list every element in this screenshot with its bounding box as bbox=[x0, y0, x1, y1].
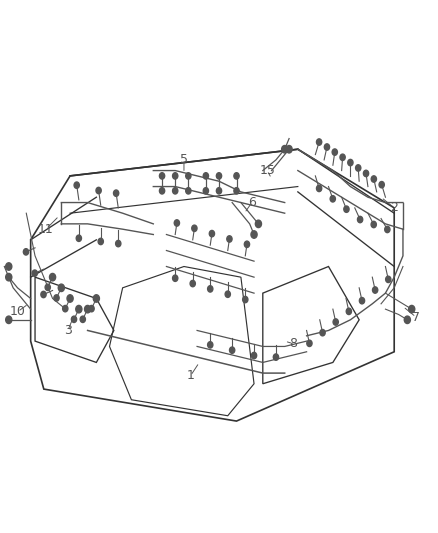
Circle shape bbox=[356, 165, 361, 171]
Circle shape bbox=[324, 144, 329, 150]
Circle shape bbox=[208, 342, 213, 348]
Circle shape bbox=[159, 173, 165, 179]
Circle shape bbox=[6, 273, 12, 281]
Circle shape bbox=[333, 319, 338, 325]
Circle shape bbox=[63, 305, 68, 312]
Circle shape bbox=[32, 270, 37, 277]
Circle shape bbox=[344, 206, 349, 212]
Circle shape bbox=[203, 188, 208, 194]
Circle shape bbox=[58, 284, 64, 292]
Circle shape bbox=[307, 340, 312, 346]
Circle shape bbox=[385, 226, 390, 232]
Circle shape bbox=[113, 190, 119, 196]
Circle shape bbox=[216, 173, 222, 179]
Circle shape bbox=[76, 305, 82, 313]
Circle shape bbox=[186, 188, 191, 194]
Circle shape bbox=[227, 236, 232, 242]
Circle shape bbox=[98, 238, 103, 245]
Circle shape bbox=[372, 287, 378, 293]
Circle shape bbox=[234, 173, 239, 179]
Circle shape bbox=[203, 173, 208, 179]
Text: 8: 8 bbox=[290, 337, 297, 350]
Circle shape bbox=[409, 305, 415, 313]
Circle shape bbox=[330, 196, 336, 202]
Circle shape bbox=[230, 347, 235, 353]
Circle shape bbox=[209, 230, 215, 237]
Circle shape bbox=[357, 216, 363, 223]
Circle shape bbox=[251, 352, 257, 359]
Circle shape bbox=[173, 173, 178, 179]
Circle shape bbox=[317, 139, 322, 146]
Circle shape bbox=[6, 263, 12, 270]
Circle shape bbox=[85, 305, 91, 313]
Circle shape bbox=[251, 231, 257, 238]
Circle shape bbox=[190, 280, 195, 287]
Circle shape bbox=[286, 146, 292, 153]
Circle shape bbox=[244, 241, 250, 247]
Circle shape bbox=[186, 173, 191, 179]
Circle shape bbox=[23, 249, 28, 255]
Circle shape bbox=[6, 316, 12, 324]
Circle shape bbox=[243, 296, 248, 303]
Circle shape bbox=[76, 235, 81, 241]
Circle shape bbox=[255, 220, 261, 228]
Circle shape bbox=[225, 291, 230, 297]
Circle shape bbox=[49, 273, 56, 281]
Circle shape bbox=[159, 188, 165, 194]
Circle shape bbox=[116, 240, 121, 247]
Text: 15: 15 bbox=[259, 164, 275, 177]
Circle shape bbox=[216, 188, 222, 194]
Circle shape bbox=[208, 286, 213, 292]
Circle shape bbox=[364, 170, 369, 176]
Circle shape bbox=[80, 316, 85, 322]
Text: 2: 2 bbox=[390, 201, 398, 214]
Circle shape bbox=[332, 149, 337, 155]
Circle shape bbox=[385, 276, 391, 282]
Text: 5: 5 bbox=[180, 154, 188, 166]
Circle shape bbox=[71, 316, 77, 322]
Circle shape bbox=[340, 154, 345, 160]
Circle shape bbox=[282, 146, 288, 153]
Circle shape bbox=[89, 305, 94, 312]
Circle shape bbox=[348, 159, 353, 166]
Circle shape bbox=[45, 284, 50, 290]
Circle shape bbox=[41, 292, 46, 298]
Circle shape bbox=[371, 176, 377, 182]
Circle shape bbox=[404, 316, 410, 324]
Circle shape bbox=[320, 329, 325, 336]
Text: 6: 6 bbox=[248, 196, 256, 209]
Circle shape bbox=[234, 188, 239, 194]
Circle shape bbox=[359, 297, 364, 304]
Circle shape bbox=[174, 220, 180, 226]
Circle shape bbox=[379, 182, 384, 188]
Circle shape bbox=[67, 295, 73, 302]
Circle shape bbox=[93, 295, 99, 302]
Circle shape bbox=[346, 308, 351, 314]
Text: 1: 1 bbox=[187, 369, 194, 382]
Text: 11: 11 bbox=[38, 223, 54, 236]
Text: 7: 7 bbox=[412, 311, 420, 324]
Circle shape bbox=[371, 221, 376, 228]
Text: 3: 3 bbox=[64, 324, 72, 337]
Circle shape bbox=[173, 188, 178, 194]
Circle shape bbox=[173, 275, 178, 281]
Circle shape bbox=[54, 295, 59, 301]
Circle shape bbox=[273, 354, 279, 360]
Text: 10: 10 bbox=[10, 305, 25, 318]
Circle shape bbox=[74, 182, 79, 188]
Circle shape bbox=[317, 185, 322, 191]
Circle shape bbox=[96, 187, 101, 193]
Circle shape bbox=[192, 225, 197, 231]
